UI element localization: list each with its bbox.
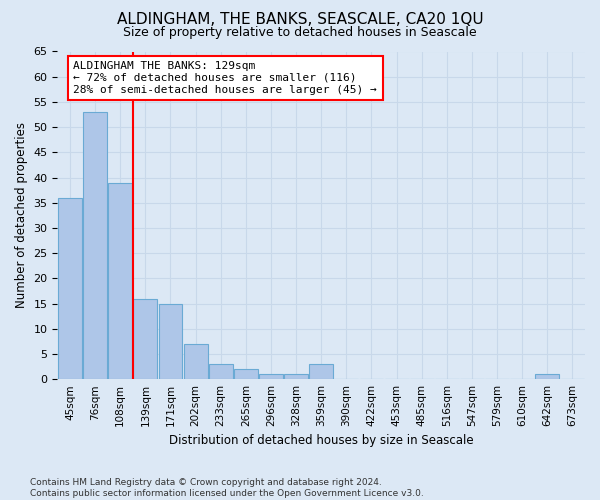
- Y-axis label: Number of detached properties: Number of detached properties: [15, 122, 28, 308]
- Bar: [209, 364, 233, 379]
- Bar: [234, 369, 258, 379]
- Bar: [184, 344, 208, 379]
- Text: Size of property relative to detached houses in Seascale: Size of property relative to detached ho…: [123, 26, 477, 39]
- Bar: [309, 364, 333, 379]
- Bar: [535, 374, 559, 379]
- Text: ALDINGHAM THE BANKS: 129sqm
← 72% of detached houses are smaller (116)
28% of se: ALDINGHAM THE BANKS: 129sqm ← 72% of det…: [73, 62, 377, 94]
- Bar: [58, 198, 82, 379]
- Bar: [133, 298, 157, 379]
- Bar: [83, 112, 107, 379]
- Text: Contains HM Land Registry data © Crown copyright and database right 2024.
Contai: Contains HM Land Registry data © Crown c…: [30, 478, 424, 498]
- Bar: [284, 374, 308, 379]
- Bar: [158, 304, 182, 379]
- Bar: [108, 182, 132, 379]
- X-axis label: Distribution of detached houses by size in Seascale: Distribution of detached houses by size …: [169, 434, 473, 448]
- Text: ALDINGHAM, THE BANKS, SEASCALE, CA20 1QU: ALDINGHAM, THE BANKS, SEASCALE, CA20 1QU: [116, 12, 484, 28]
- Bar: [259, 374, 283, 379]
